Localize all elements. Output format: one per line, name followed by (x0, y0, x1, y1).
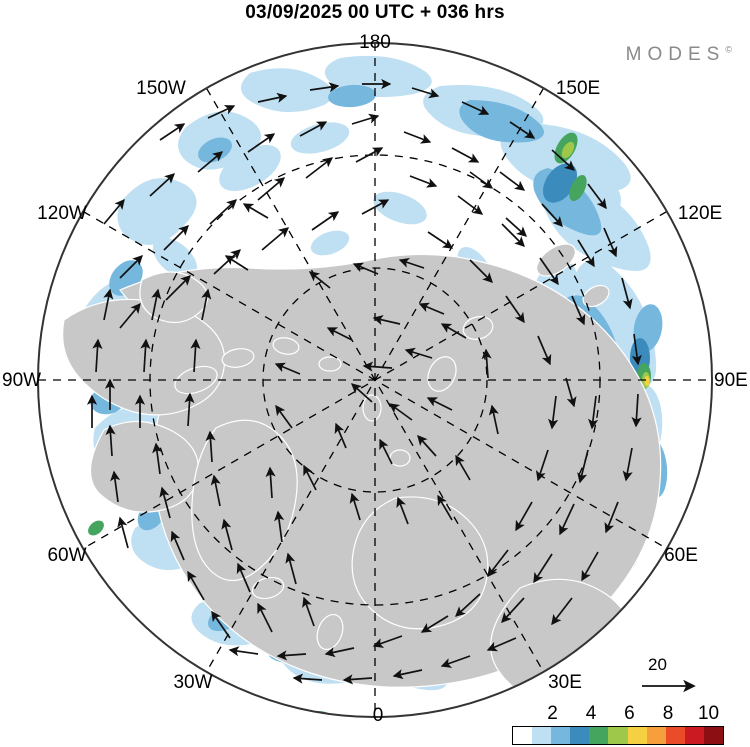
lon-label-120E: 120E (677, 203, 723, 224)
colorbar-swatch-3 (570, 727, 590, 744)
colorbar-swatch-9 (684, 727, 704, 744)
colorbar-swatch-8 (665, 727, 685, 744)
colorbar-tick-8: 8 (662, 703, 674, 724)
wind-vector-legend: 20 (640, 655, 720, 697)
lon-label-180: 180 (359, 32, 391, 53)
colorbar-swatch-1 (532, 727, 552, 744)
lon-label-60W: 60W (47, 545, 87, 566)
lon-label-150E: 150E (555, 78, 601, 99)
lon-label-30W: 30W (173, 672, 213, 693)
wind-vector-value: 20 (648, 655, 667, 674)
colorbar-swatch-5 (608, 727, 628, 744)
colorbar-swatch-7 (646, 727, 666, 744)
colorbar-tick-4: 4 (585, 703, 597, 724)
lon-label-150W: 150W (136, 78, 186, 99)
colorbar-ticks: 2 4 6 8 10 (512, 703, 724, 725)
polar-stereographic-map (37, 42, 713, 718)
colorbar-swatches (512, 726, 724, 745)
map-fields (38, 43, 712, 717)
lon-label-0: 0 (372, 705, 384, 726)
lon-label-120W: 120W (37, 203, 87, 224)
colorbar-tick-2: 2 (547, 703, 558, 724)
globe-outline (37, 42, 713, 718)
lon-label-30E: 30E (548, 672, 582, 693)
colorbar-swatch-6 (627, 727, 647, 744)
colorbar-tick-6: 6 (624, 703, 635, 724)
copyright-mark: © (725, 44, 732, 55)
colorbar-swatch-0 (513, 727, 533, 744)
lon-label-60E: 60E (664, 545, 698, 566)
lon-label-90E: 90E (714, 370, 748, 391)
colorbar-swatch-4 (589, 727, 609, 744)
modes-logo-text: MODES (625, 44, 726, 65)
colorbar-tick-10: 10 (697, 703, 720, 724)
colorbar-swatch-10 (703, 727, 724, 744)
modes-logo: MODES© (626, 44, 732, 66)
page-title: 03/09/2025 00 UTC + 036 hrs (245, 2, 505, 23)
wind-vector-field (86, 78, 642, 685)
colorbar: 2 4 6 8 10 (512, 703, 724, 745)
lon-label-90W: 90W (2, 370, 42, 391)
colorbar-swatch-2 (551, 727, 571, 744)
arrow-right-icon (642, 679, 696, 693)
